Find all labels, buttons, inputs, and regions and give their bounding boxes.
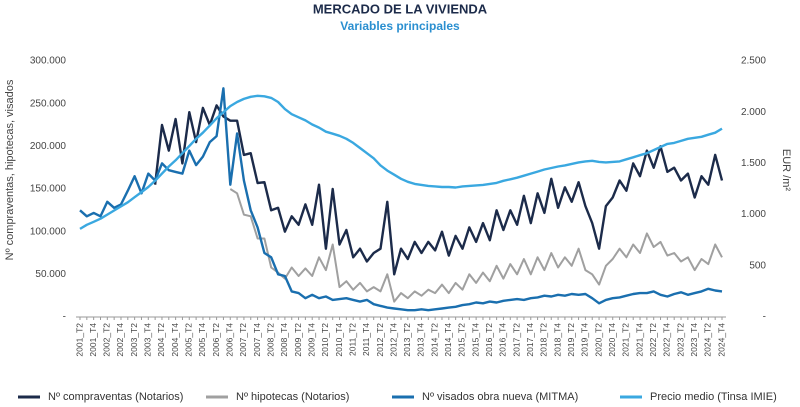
x-tick-label: 2003_T2 bbox=[129, 323, 139, 357]
x-tick-label: 2019_T4 bbox=[580, 323, 590, 357]
x-tick-label: 2016_T2 bbox=[484, 323, 494, 357]
x-tick-label: 2001_T2 bbox=[74, 323, 84, 357]
x-tick-label: 2023_T4 bbox=[689, 323, 699, 357]
y2-tick-label: 1.000 bbox=[741, 209, 766, 220]
x-tick-label: 2010_T4 bbox=[334, 323, 344, 357]
y2-tick-label: 2.000 bbox=[741, 107, 766, 118]
x-tick-label: 2014_T2 bbox=[429, 323, 439, 357]
y-axis-label: Nº compraventas, hipotecas, visados bbox=[4, 79, 16, 260]
x-tick-label: 2021_T2 bbox=[621, 323, 631, 357]
x-tick-label: 2007_T2 bbox=[238, 323, 248, 357]
x-tick-label: 2015_T4 bbox=[470, 323, 480, 357]
y2-axis-label: EUR /m² bbox=[780, 149, 792, 192]
y2-tick-label: 1.500 bbox=[741, 158, 766, 169]
y-tick-label: 50.000 bbox=[35, 269, 66, 280]
chart-subtitle: Variables principales bbox=[340, 19, 460, 33]
x-tick-label: 2015_T2 bbox=[457, 323, 467, 357]
x-tick-label: 2004_T4 bbox=[170, 323, 180, 357]
x-tick-label: 2024_T2 bbox=[703, 323, 713, 357]
legend-label: Precio medio (Tinsa IMIE) bbox=[650, 391, 777, 403]
x-tick-label: 2011_T2 bbox=[347, 323, 357, 356]
x-tick-label: 2004_T2 bbox=[156, 323, 166, 357]
y-tick-label: - bbox=[63, 312, 66, 323]
y2-tick-label: 2.500 bbox=[741, 56, 766, 67]
x-tick-label: 2008_T4 bbox=[279, 323, 289, 357]
x-tick-label: 2009_T2 bbox=[293, 323, 303, 357]
y-tick-label: 250.000 bbox=[30, 98, 67, 109]
y-tick-label: 200.000 bbox=[30, 141, 67, 152]
x-tick-label: 2008_T2 bbox=[265, 323, 275, 357]
x-tick-label: 2020_T4 bbox=[607, 323, 617, 357]
x-tick-label: 2016_T4 bbox=[498, 323, 508, 357]
x-tick-label: 2023_T2 bbox=[675, 323, 685, 357]
y2-tick-label: - bbox=[763, 312, 766, 323]
x-tick-label: 2001_T4 bbox=[88, 323, 98, 357]
x-tick-label: 2024_T4 bbox=[716, 323, 726, 357]
x-tick-label: 2002_T2 bbox=[102, 323, 112, 357]
x-tick-label: 2003_T4 bbox=[143, 323, 153, 357]
x-tick-label: 2013_T2 bbox=[402, 323, 412, 357]
x-tick-label: 2017_T4 bbox=[525, 323, 535, 357]
x-tick-label: 2009_T4 bbox=[306, 323, 316, 357]
x-tick-label: 2010_T2 bbox=[320, 323, 330, 357]
legend-label: Nº compraventas (Notarios) bbox=[48, 391, 183, 403]
x-tick-label: 2022_T2 bbox=[648, 323, 658, 357]
legend-label: Nº visados obra nueva (MITMA) bbox=[422, 391, 578, 403]
x-tick-label: 2012_T2 bbox=[375, 323, 385, 357]
x-tick-label: 2011_T4 bbox=[361, 323, 371, 356]
x-tick-label: 2019_T2 bbox=[566, 323, 576, 357]
x-tick-label: 2021_T4 bbox=[634, 323, 644, 357]
y2-tick-label: 500 bbox=[749, 260, 766, 271]
x-tick-label: 2013_T4 bbox=[416, 323, 426, 357]
x-tick-label: 2002_T4 bbox=[115, 323, 125, 357]
y-tick-label: 150.000 bbox=[30, 184, 67, 195]
legend-label: Nº hipotecas (Notarios) bbox=[236, 391, 349, 403]
x-tick-label: 2005_T2 bbox=[184, 323, 194, 357]
x-tick-label: 2022_T4 bbox=[662, 323, 672, 357]
y-tick-label: 300.000 bbox=[30, 56, 67, 67]
x-tick-label: 2020_T2 bbox=[593, 323, 603, 357]
series-line bbox=[153, 104, 724, 276]
y-tick-label: 100.000 bbox=[30, 226, 67, 237]
x-tick-label: 2017_T2 bbox=[511, 323, 521, 357]
series-line bbox=[79, 87, 723, 312]
chart-title: MERCADO DE LA VIVIENDA bbox=[313, 1, 488, 16]
x-tick-label: 2018_T2 bbox=[539, 323, 549, 357]
x-tick-label: 2018_T4 bbox=[552, 323, 562, 357]
x-tick-label: 2014_T4 bbox=[443, 323, 453, 357]
x-tick-label: 2006_T2 bbox=[211, 323, 221, 357]
x-tick-label: 2006_T4 bbox=[225, 323, 235, 357]
series-line bbox=[79, 94, 723, 230]
x-tick-label: 2005_T4 bbox=[197, 323, 207, 357]
x-tick-label: 2007_T4 bbox=[252, 323, 262, 357]
x-tick-label: 2012_T4 bbox=[388, 323, 398, 357]
series-line bbox=[229, 188, 723, 303]
